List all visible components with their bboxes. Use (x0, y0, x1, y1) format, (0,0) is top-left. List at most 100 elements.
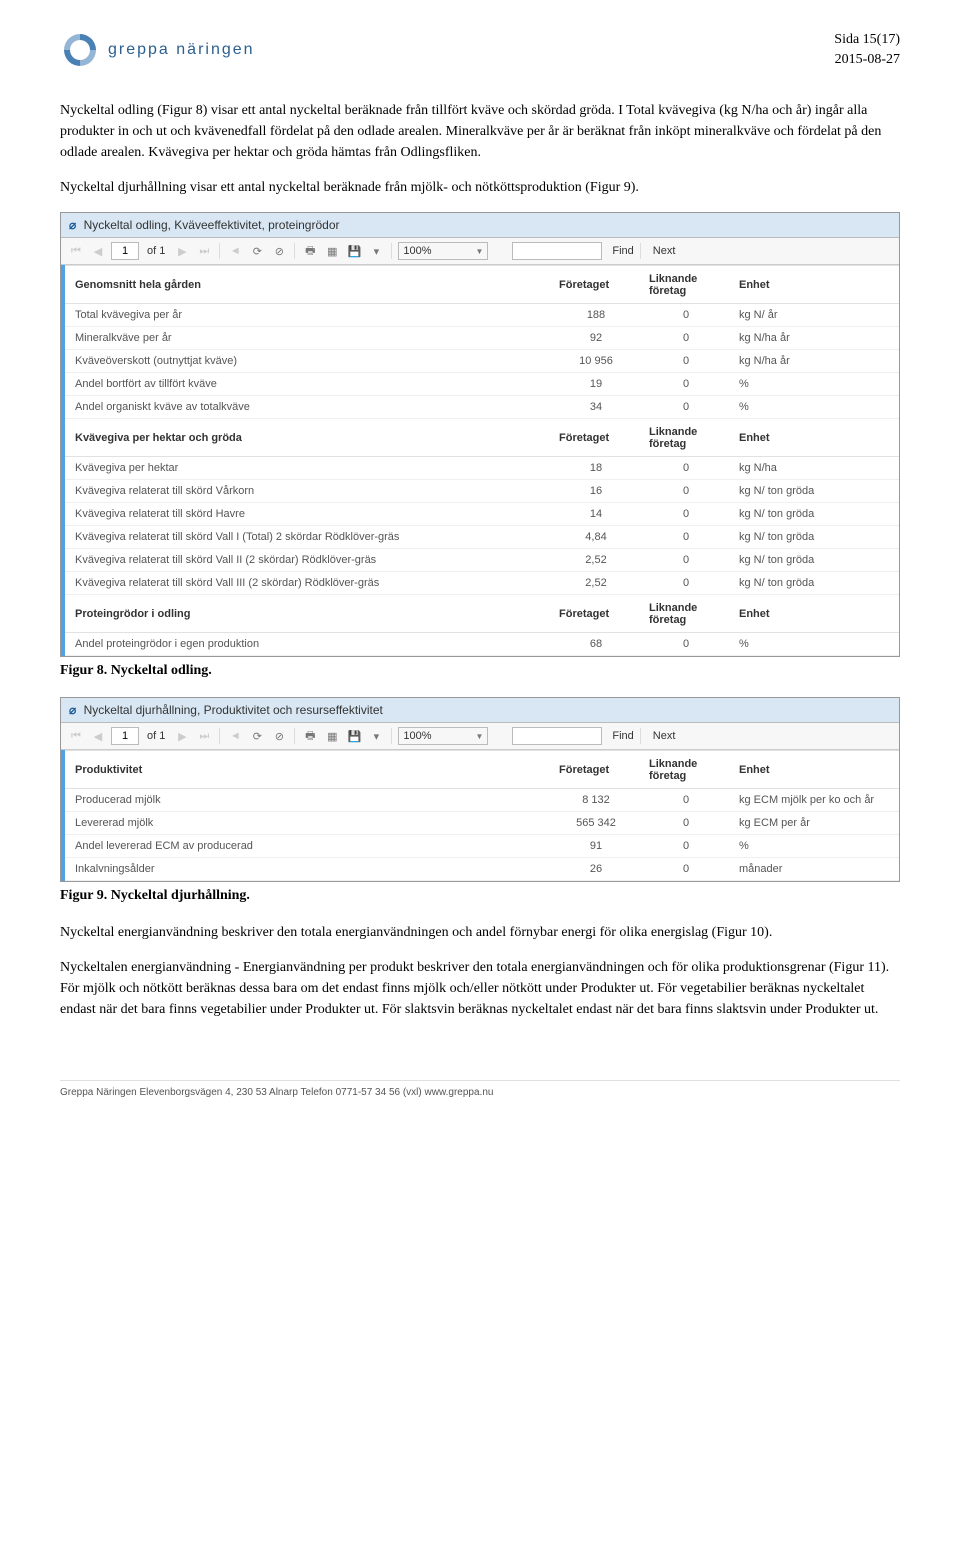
table-header-row: ProduktivitetFöretagetLiknande företagEn… (65, 751, 899, 789)
find-label[interactable]: Find (612, 245, 633, 257)
zoom-select[interactable]: 100% ▼ (398, 242, 488, 260)
refresh-icon[interactable]: ⟳ (248, 242, 266, 260)
last-page-icon[interactable]: ⏭ (195, 242, 213, 260)
paragraph-2: Nyckeltal djurhållning visar ett antal n… (60, 177, 900, 198)
layout-icon[interactable]: ▦ (323, 242, 341, 260)
column-header: Enhet (729, 419, 899, 457)
next-page-icon[interactable]: ▶ (173, 727, 191, 745)
table-cell: kg N/ ton gröda (729, 526, 899, 549)
print-icon[interactable]: 🖶 (301, 242, 319, 260)
next-label[interactable]: Next (653, 245, 676, 257)
table-cell: 0 (639, 503, 729, 526)
logo-icon (60, 30, 100, 70)
table-row: Andel levererad ECM av producerad910% (65, 835, 899, 858)
stop-icon[interactable]: ⊘ (270, 242, 288, 260)
refresh-icon[interactable]: ⟳ (248, 727, 266, 745)
separator (640, 243, 641, 259)
footer-text: Greppa Näringen Elevenborgsvägen 4, 230 … (60, 1087, 493, 1098)
table-cell: kg N/ha år (729, 350, 899, 373)
table-cell: Kvävegiva relaterat till skörd Vall I (T… (65, 526, 549, 549)
table-cell: 68 (549, 633, 639, 656)
first-page-icon[interactable]: ⏮ (67, 727, 85, 745)
table-cell: 91 (549, 835, 639, 858)
table-cell: Kvävegiva relaterat till skörd Vårkorn (65, 480, 549, 503)
column-header: Liknande företag (639, 751, 729, 789)
print-icon[interactable]: 🖶 (301, 727, 319, 745)
find-input[interactable] (512, 242, 602, 260)
table-cell: Andel proteingrödor i egen produktion (65, 633, 549, 656)
separator (640, 728, 641, 744)
page-of-label: of 1 (147, 730, 165, 742)
column-header: Proteingrödor i odling (65, 595, 549, 633)
table-cell: kg N/ha (729, 457, 899, 480)
report-viewer-djurhallning: ⌀ Nyckeltal djurhållning, Produktivitet … (60, 697, 900, 882)
prev-page-icon[interactable]: ◀ (89, 242, 107, 260)
page-footer: Greppa Näringen Elevenborgsvägen 4, 230 … (60, 1080, 900, 1098)
table-cell: Kväveöverskott (outnyttjat kväve) (65, 350, 549, 373)
table-cell: % (729, 373, 899, 396)
table-cell: 0 (639, 572, 729, 595)
report-table-djurhallning: ProduktivitetFöretagetLiknande företagEn… (65, 750, 899, 881)
table-row: Kvävegiva relaterat till skörd Havre140k… (65, 503, 899, 526)
table-header-row: Proteingrödor i odlingFöretagetLiknande … (65, 595, 899, 633)
viewer-toolbar: ⏮ ◀ of 1 ▶ ⏭ ◄ ⟳ ⊘ 🖶 ▦ 💾 ▾ 100% ▼ Find N… (61, 238, 899, 265)
table-cell: Andel bortfört av tillfört kväve (65, 373, 549, 396)
back-icon[interactable]: ◄ (226, 727, 244, 745)
table-cell: Inkalvningsålder (65, 858, 549, 881)
table-row: Kvävegiva relaterat till skörd Vall III … (65, 572, 899, 595)
page-input[interactable] (111, 727, 139, 745)
export-caret-icon[interactable]: ▾ (367, 242, 385, 260)
separator (391, 243, 392, 259)
table-cell: kg ECM per år (729, 812, 899, 835)
table-cell: 188 (549, 304, 639, 327)
column-header: Liknande företag (639, 595, 729, 633)
report-icon: ⌀ (69, 703, 76, 717)
column-header: Företaget (549, 266, 639, 304)
table-cell: 0 (639, 457, 729, 480)
table-cell: Levererad mjölk (65, 812, 549, 835)
table-row: Inkalvningsålder260månader (65, 858, 899, 881)
next-page-icon[interactable]: ▶ (173, 242, 191, 260)
chevron-down-icon: ▼ (475, 247, 483, 256)
page-input[interactable] (111, 242, 139, 260)
viewer-title: ⌀ Nyckeltal djurhållning, Produktivitet … (61, 698, 899, 723)
logo: greppa näringen (60, 30, 255, 70)
table-cell: kg N/ ton gröda (729, 549, 899, 572)
report-icon: ⌀ (69, 218, 76, 232)
stop-icon[interactable]: ⊘ (270, 727, 288, 745)
first-page-icon[interactable]: ⏮ (67, 242, 85, 260)
column-header: Företaget (549, 751, 639, 789)
table-cell: 0 (639, 350, 729, 373)
table-cell: Kvävegiva relaterat till skörd Vall III … (65, 572, 549, 595)
paragraph-4: Nyckeltalen energianvändning - Energianv… (60, 957, 900, 1020)
table-cell: 0 (639, 789, 729, 812)
next-label[interactable]: Next (653, 730, 676, 742)
page-date: 2015-08-27 (834, 50, 900, 70)
table-cell: 0 (639, 480, 729, 503)
export-icon[interactable]: 💾 (345, 242, 363, 260)
table-cell: 0 (639, 327, 729, 350)
export-icon[interactable]: 💾 (345, 727, 363, 745)
zoom-select[interactable]: 100% ▼ (398, 727, 488, 745)
logo-text: greppa näringen (108, 41, 255, 59)
table-row: Andel proteingrödor i egen produktion680… (65, 633, 899, 656)
table-cell: kg N/ ton gröda (729, 572, 899, 595)
table-cell: 4,84 (549, 526, 639, 549)
back-icon[interactable]: ◄ (226, 242, 244, 260)
export-caret-icon[interactable]: ▾ (367, 727, 385, 745)
find-input[interactable] (512, 727, 602, 745)
table-cell: 565 342 (549, 812, 639, 835)
table-cell: Kvävegiva relaterat till skörd Havre (65, 503, 549, 526)
viewer-title-text: Nyckeltal djurhållning, Produktivitet oc… (84, 703, 383, 717)
layout-icon[interactable]: ▦ (323, 727, 341, 745)
table-cell: 92 (549, 327, 639, 350)
report-table-odling: Genomsnitt hela gårdenFöretagetLiknande … (65, 265, 899, 656)
column-header: Enhet (729, 266, 899, 304)
prev-page-icon[interactable]: ◀ (89, 727, 107, 745)
find-label[interactable]: Find (612, 730, 633, 742)
table-cell: 34 (549, 396, 639, 419)
viewer-content: Genomsnitt hela gårdenFöretagetLiknande … (61, 265, 899, 656)
table-cell: 0 (639, 835, 729, 858)
last-page-icon[interactable]: ⏭ (195, 727, 213, 745)
table-cell: 10 956 (549, 350, 639, 373)
